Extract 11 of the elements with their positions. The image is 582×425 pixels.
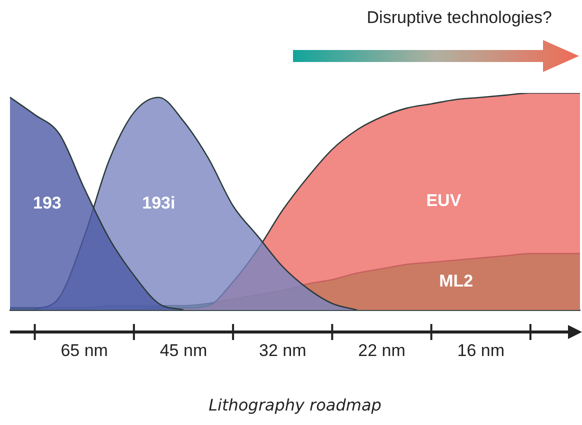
text: Disruptive technologies? xyxy=(366,8,552,28)
x-tick-label: 65 nm xyxy=(60,341,108,360)
series-label: ML2 xyxy=(439,271,474,290)
series-label: EUV xyxy=(426,191,462,210)
x-tick-label: 45 nm xyxy=(160,341,208,360)
x-tick-label: 32 nm xyxy=(258,341,306,360)
x-tick-label: 22 nm xyxy=(358,341,406,360)
series-label: 193i xyxy=(142,193,176,212)
x-axis-title: Lithography roadmap xyxy=(208,396,382,415)
series-label: 193 xyxy=(32,193,62,212)
x-tick-label: 16 nm xyxy=(457,341,504,360)
